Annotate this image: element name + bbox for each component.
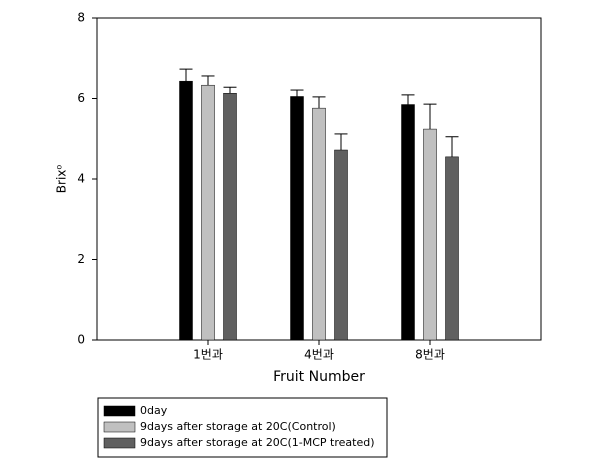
legend-label: 0day: [140, 404, 168, 417]
legend-swatch: [103, 405, 136, 417]
x-tick-label: 8번과: [415, 348, 445, 362]
x-tick-label: 4번과: [304, 348, 334, 362]
bar: [401, 104, 415, 341]
bar: [290, 96, 304, 341]
x-tick-label: 1번과: [193, 348, 223, 362]
y-axis-label: Brix⁰: [55, 165, 69, 194]
bar: [334, 149, 348, 341]
legend-swatch: [103, 421, 136, 433]
legend-box: [97, 397, 388, 458]
x-axis-label: Fruit Number: [273, 369, 365, 385]
bar: [312, 107, 326, 341]
y-tick-label: 0: [77, 333, 85, 347]
legend-swatch: [103, 437, 136, 449]
bar: [423, 128, 437, 341]
y-tick-label: 8: [77, 11, 85, 25]
legend-label: 9days after storage at 20C(Control): [140, 420, 336, 433]
y-tick-label: 6: [77, 91, 85, 105]
y-tick-label: 2: [77, 252, 85, 266]
bar: [179, 80, 193, 341]
bar: [445, 156, 459, 341]
bar: [201, 84, 215, 341]
bar: [223, 93, 237, 341]
y-tick-label: 4: [77, 172, 85, 186]
legend-label: 9days after storage at 20C(1-MCP treated…: [140, 436, 375, 449]
